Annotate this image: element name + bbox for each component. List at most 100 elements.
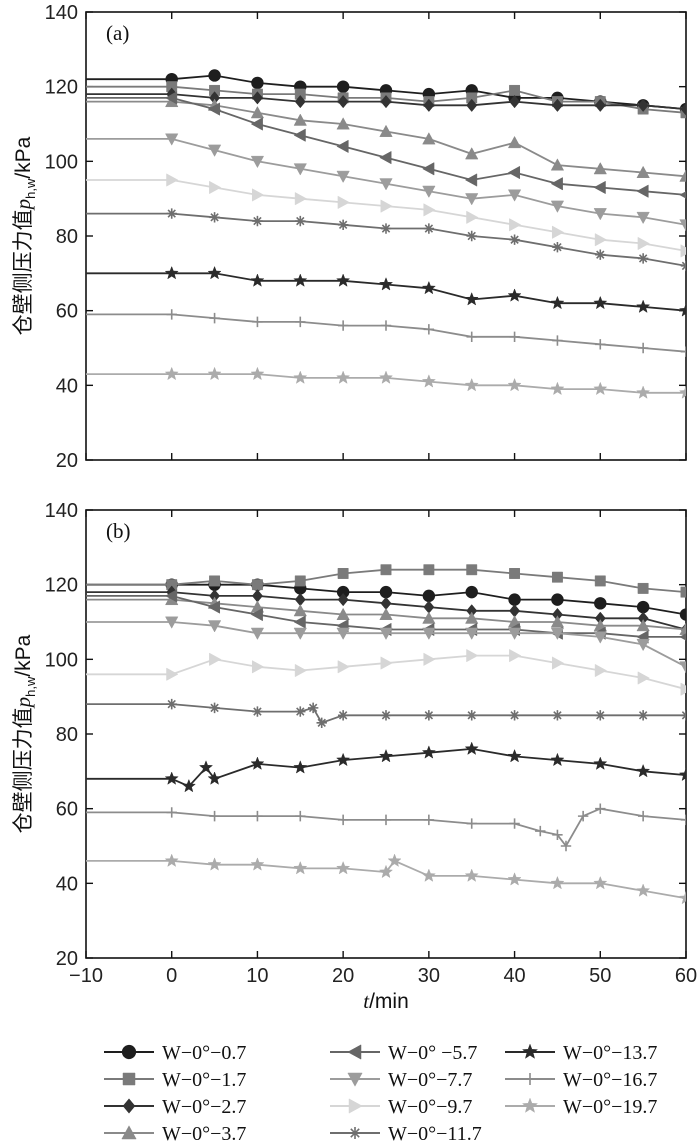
y-tick-label: 140 (45, 2, 78, 24)
data-point (207, 102, 221, 116)
data-point (550, 200, 565, 213)
y-tick-label: 100 (45, 151, 78, 173)
legend-marker (122, 1072, 136, 1086)
data-point (207, 265, 222, 280)
data-point (294, 663, 308, 678)
data-point (166, 698, 177, 710)
data-point (594, 663, 608, 678)
data-point (466, 564, 478, 576)
data-point (251, 91, 263, 105)
legend-marker (121, 1044, 137, 1060)
x-tick-label: 0 (166, 965, 177, 987)
data-point (164, 853, 179, 867)
data-point (378, 748, 394, 763)
data-point (466, 230, 477, 242)
data-point (680, 586, 686, 598)
legend-marker (121, 1125, 137, 1140)
data-point (293, 615, 306, 629)
data-point (166, 807, 177, 818)
data-point (295, 810, 306, 822)
data-point (679, 633, 686, 641)
data-point (465, 627, 479, 640)
data-point (380, 564, 392, 576)
data-point (550, 875, 565, 890)
data-point (336, 80, 350, 93)
data-point (509, 94, 521, 109)
data-point (680, 244, 686, 258)
data-point (421, 745, 436, 759)
data-point (198, 760, 214, 774)
data-point (680, 710, 686, 721)
data-point (551, 98, 563, 112)
data-point (464, 741, 479, 755)
series-line-4 (86, 595, 686, 638)
data-point (595, 339, 606, 350)
data-point (466, 98, 478, 112)
data-point (209, 702, 220, 714)
data-point (551, 656, 565, 670)
data-point (293, 760, 308, 774)
data-point (336, 117, 350, 130)
data-point (422, 132, 436, 145)
data-point (422, 185, 436, 198)
data-point (464, 377, 479, 392)
y-tick-label: 120 (45, 77, 78, 99)
data-point (379, 585, 393, 599)
data-point (466, 331, 477, 342)
y-tick-label: 80 (56, 724, 78, 746)
data-point (423, 600, 435, 614)
legend-entry: W−0°−9.7 (330, 1096, 472, 1118)
data-point (164, 91, 178, 105)
chart-panel-b: 20 40 60 80 100 120 140 −10 0 10 20 30 40 50 60 (b) 仓壁侧压… (11, 500, 697, 1013)
data-point (550, 615, 565, 628)
data-point (560, 840, 572, 852)
series-layer (86, 564, 686, 905)
data-point (165, 133, 179, 146)
data-point (507, 135, 522, 149)
data-point (252, 316, 263, 328)
series-line-1 (86, 85, 686, 114)
legend-label: W−0°−7.7 (388, 1069, 472, 1091)
data-point (636, 763, 651, 778)
data-point (380, 596, 392, 610)
data-point (507, 165, 521, 180)
data-point (423, 564, 435, 576)
data-point (295, 706, 306, 717)
series-line-2 (86, 93, 686, 110)
data-point (209, 312, 220, 324)
data-point (552, 335, 563, 346)
data-point (680, 102, 686, 116)
data-point (637, 582, 649, 594)
data-point (509, 710, 520, 721)
data-point (250, 273, 265, 287)
data-point (379, 124, 393, 137)
data-point (337, 94, 349, 109)
data-point (250, 756, 265, 770)
data-point (164, 771, 179, 785)
series-line-3 (86, 100, 686, 178)
data-point (293, 370, 308, 384)
data-point (680, 260, 686, 272)
data-point (423, 652, 436, 666)
data-point (679, 608, 686, 621)
data-point (181, 778, 196, 793)
data-point (507, 288, 522, 302)
data-point (466, 710, 477, 721)
legend-marker (347, 1044, 362, 1060)
series-line-0 (86, 583, 686, 616)
data-point (423, 324, 435, 335)
data-point (593, 208, 607, 221)
x-tick-label: 50 (589, 965, 611, 987)
data-point (380, 710, 392, 721)
y-tick-label: 20 (56, 948, 78, 970)
data-point (165, 616, 179, 629)
data-point (550, 177, 563, 191)
data-point (207, 144, 222, 157)
data-point (509, 648, 522, 663)
data-point (337, 814, 349, 826)
data-point (423, 710, 435, 721)
data-point (207, 366, 222, 381)
data-point (679, 661, 686, 674)
data-point (552, 242, 563, 253)
panel-label: (a) (106, 21, 129, 45)
